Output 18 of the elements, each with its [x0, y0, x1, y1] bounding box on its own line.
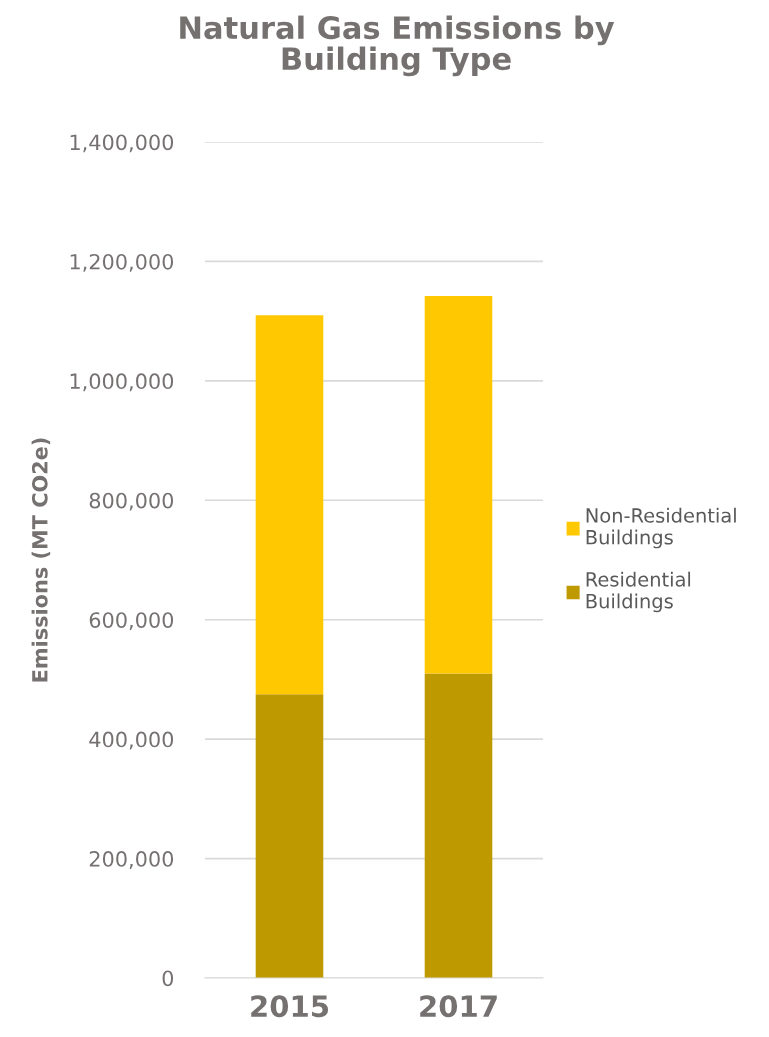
bar [424, 296, 493, 674]
chart-title: Natural Gas Emissions by Building Type [180, 15, 615, 77]
bar [424, 673, 493, 978]
x-tick-label: 2017 [420, 995, 497, 1018]
x-tick-label: 2015 [251, 995, 329, 1018]
bar [255, 694, 324, 978]
y-tick-label: 800,000 [89, 492, 174, 511]
y-tick-label: 200,000 [89, 851, 174, 869]
y-tick-label: 1,000,000 [70, 373, 174, 392]
y-tick-label: 1,200,000 [70, 253, 174, 272]
legend-label: Non-Residential Buildings [586, 507, 736, 549]
y-tick-label: 0 [162, 970, 174, 987]
bar [255, 315, 324, 695]
legend-label: Residential Buildings [586, 571, 691, 613]
y-tick-label: 1,400,000 [70, 134, 174, 153]
y-axis-title: Emissions (MT CO2e) [31, 438, 51, 682]
y-tick-label: 600,000 [89, 612, 174, 631]
y-tick-label: 400,000 [89, 731, 174, 750]
